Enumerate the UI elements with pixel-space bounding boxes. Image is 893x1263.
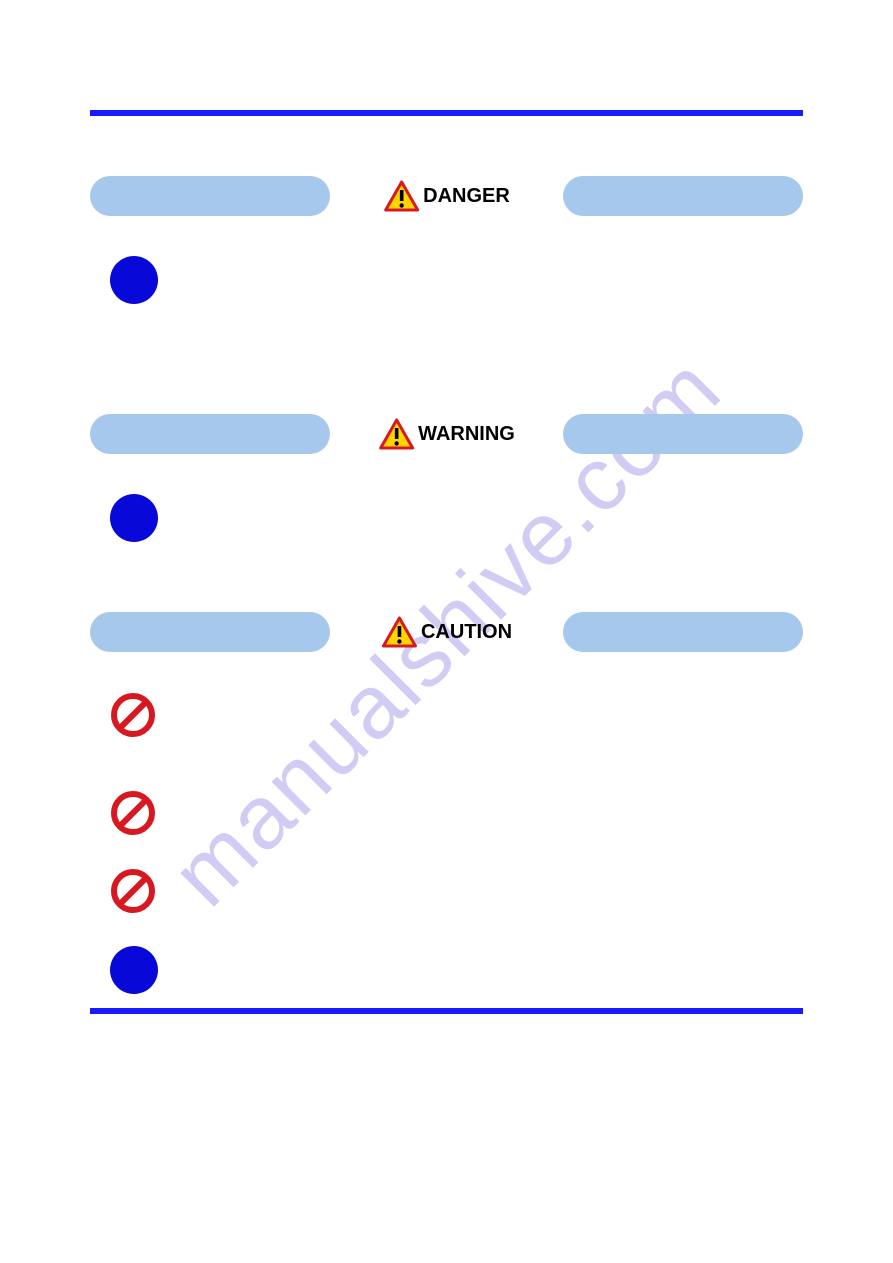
header-pill-left (90, 176, 330, 216)
prohibit-icon (110, 868, 156, 914)
warning-triangle-icon (381, 616, 417, 648)
section-header: DANGER (90, 176, 803, 216)
header-center: CAUTION (381, 616, 512, 648)
section-header: WARNING (90, 414, 803, 454)
section-label: WARNING (418, 423, 515, 446)
header-pill-right (563, 176, 803, 216)
header-center: WARNING (378, 418, 515, 450)
header-center: DANGER (383, 180, 510, 212)
header-pill-right (563, 414, 803, 454)
warning-triangle-icon (378, 418, 414, 450)
safety-item-row (110, 256, 803, 306)
section-header: CAUTION (90, 612, 803, 652)
prohibit-icon (110, 692, 156, 738)
warning-triangle-icon (383, 180, 419, 212)
section-label: CAUTION (421, 621, 512, 644)
mandatory-icon (110, 946, 158, 994)
header-pill-left (90, 414, 330, 454)
top-rule (90, 110, 803, 116)
safety-item-row (110, 692, 803, 762)
page-content: DANGER WARNING CAUTION (0, 0, 893, 1094)
prohibit-icon (110, 790, 156, 836)
header-pill-left (90, 612, 330, 652)
header-pill-right (563, 612, 803, 652)
section-label: DANGER (423, 185, 510, 208)
mandatory-icon (110, 256, 158, 304)
safety-item-row (110, 946, 803, 996)
mandatory-icon (110, 494, 158, 542)
safety-item-row (110, 868, 803, 918)
safety-item-row (110, 790, 803, 840)
safety-item-row (110, 494, 803, 544)
bottom-rule (90, 1008, 803, 1014)
